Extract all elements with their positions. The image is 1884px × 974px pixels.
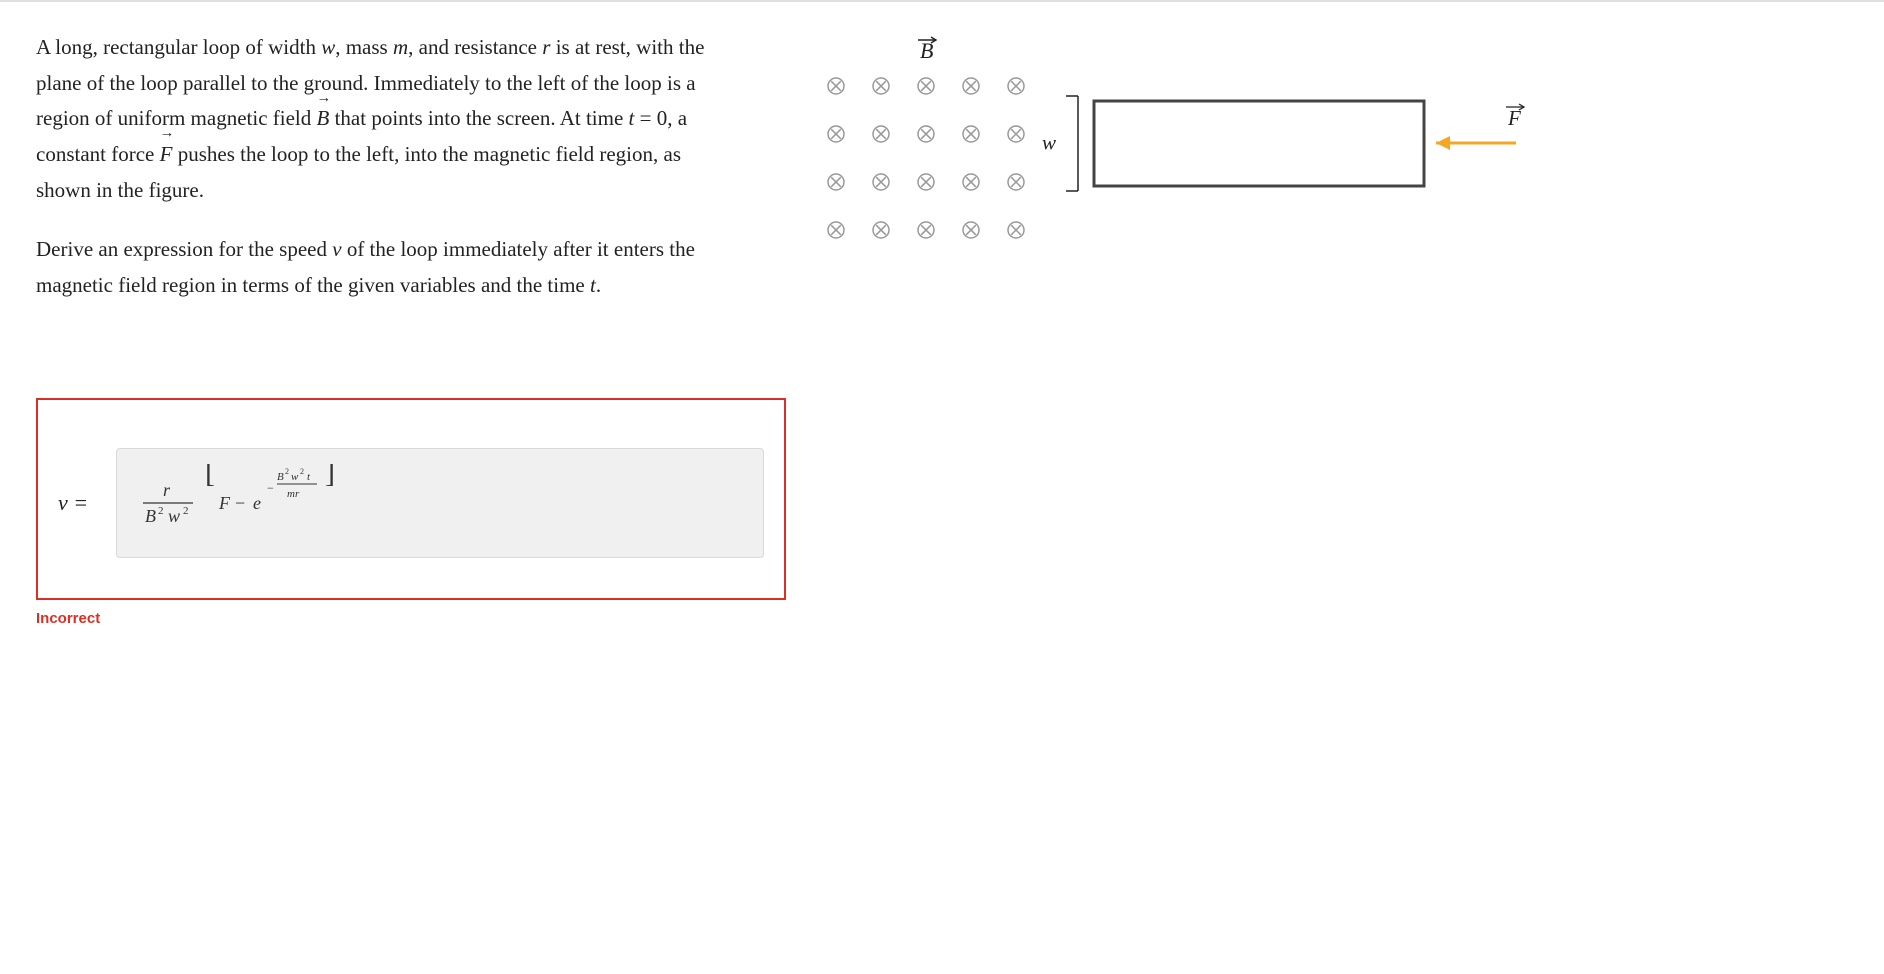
svg-text:B: B — [145, 506, 156, 526]
svg-text:w: w — [291, 471, 299, 483]
diagram-column: BwF — [796, 30, 1848, 328]
physics-diagram: BwF — [796, 36, 1536, 296]
answer-box: v = rB2w2[F−e−B2w2tmr] — [36, 398, 786, 600]
svg-text:2: 2 — [183, 505, 189, 517]
problem-paragraph-1: A long, rectangular loop of width w, mas… — [36, 30, 736, 208]
svg-text:mr: mr — [287, 488, 300, 500]
svg-text:]: ] — [325, 464, 335, 489]
svg-text:2: 2 — [300, 467, 304, 476]
feedback-label: Incorrect — [36, 610, 1848, 627]
svg-text:t: t — [307, 471, 311, 483]
svg-text:−: − — [235, 493, 245, 513]
page-root: A long, rectangular loop of width w, mas… — [0, 0, 1884, 974]
svg-text:w: w — [1042, 131, 1056, 155]
problem-text-column: A long, rectangular loop of width w, mas… — [36, 30, 736, 328]
answer-lhs: v = — [58, 490, 96, 516]
content-wrap: A long, rectangular loop of width w, mas… — [36, 30, 1848, 328]
problem-paragraph-2: Derive an expression for the speed v of … — [36, 232, 736, 303]
svg-text:2: 2 — [285, 467, 289, 476]
svg-text:B: B — [277, 471, 284, 483]
svg-text:[: [ — [205, 464, 215, 489]
svg-text:F: F — [218, 493, 231, 513]
svg-text:w: w — [168, 506, 180, 526]
svg-text:B: B — [920, 38, 933, 63]
svg-text:2: 2 — [158, 505, 164, 517]
answer-input[interactable]: rB2w2[F−e−B2w2tmr] — [116, 448, 764, 558]
svg-text:−: − — [267, 481, 274, 495]
svg-text:r: r — [163, 480, 171, 500]
svg-text:e: e — [253, 493, 261, 513]
